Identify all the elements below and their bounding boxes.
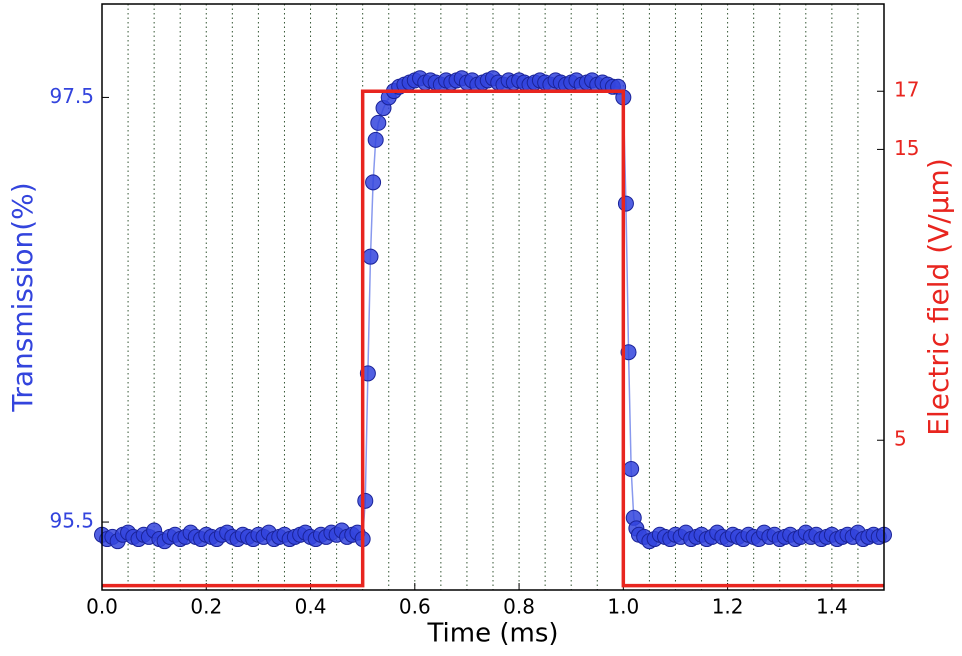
series-line — [101, 77, 885, 543]
plot-frame — [101, 3, 885, 591]
y2-axis-label: Electric field (V/μm) — [922, 158, 955, 436]
data-point — [365, 174, 382, 191]
x-axis-label: Time (ms) — [426, 619, 558, 649]
y2-tick-label: 5 — [894, 427, 907, 451]
series-line — [102, 89, 884, 588]
data-point — [617, 195, 634, 212]
x-tick-label: 0.4 — [295, 595, 327, 619]
data-point — [623, 460, 640, 477]
y2-tick-label: 15 — [894, 136, 919, 160]
x-tick-label: 0.2 — [190, 595, 222, 619]
data-point — [370, 114, 387, 131]
x-tick-label: 0.0 — [86, 595, 118, 619]
data-point — [367, 131, 384, 148]
x-tick-label: 1.0 — [607, 595, 639, 619]
y2-tick-label: 17 — [894, 78, 919, 102]
x-tick-label: 0.6 — [399, 595, 431, 619]
x-tick-label: 1.4 — [816, 595, 848, 619]
y-axis-label: Transmission(%) — [6, 182, 39, 412]
data-point — [362, 248, 379, 265]
x-tick-label: 0.8 — [503, 595, 535, 619]
y-tick-label: 95.5 — [49, 509, 94, 533]
y-tick-label: 97.5 — [49, 84, 94, 108]
x-tick-label: 1.2 — [712, 595, 744, 619]
data-point — [357, 492, 374, 509]
